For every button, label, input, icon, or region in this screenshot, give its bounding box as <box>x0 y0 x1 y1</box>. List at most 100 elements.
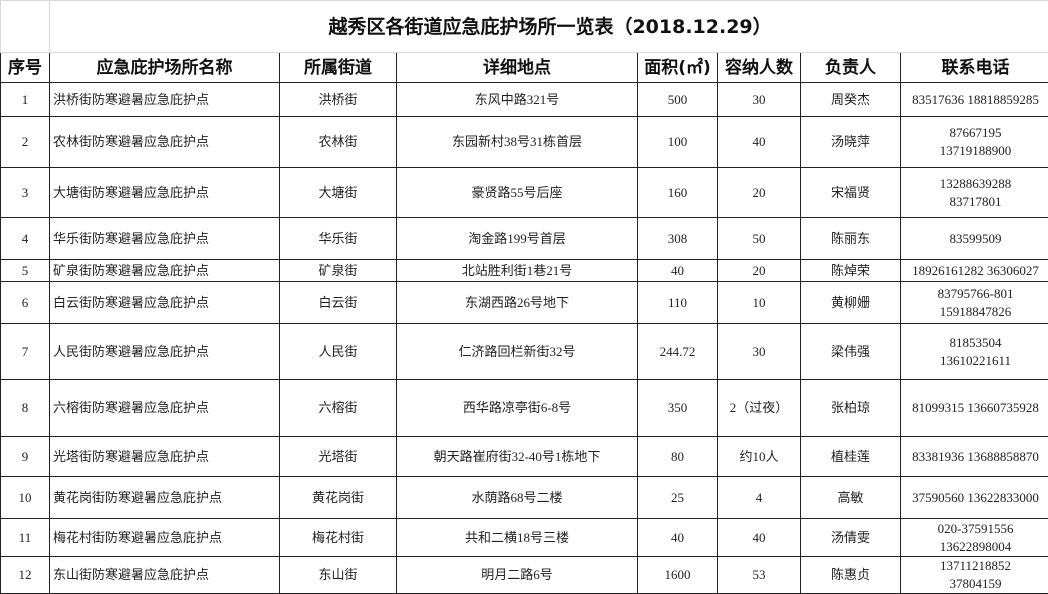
cell-street: 农林街 <box>280 117 397 168</box>
cell-phone: 81099315 13660735928 <box>901 380 1048 437</box>
cell-contact-person: 周癸杰 <box>801 83 901 117</box>
cell-capacity: 2（过夜） <box>718 380 801 437</box>
header-area: 面积(㎡) <box>638 53 718 83</box>
header-index: 序号 <box>1 53 50 83</box>
cell-phone: 13288639288 83717801 <box>901 168 1048 218</box>
cell-capacity: 10 <box>718 282 801 324</box>
cell-street: 六榕街 <box>280 380 397 437</box>
cell-shelter-name: 六榕街防寒避暑应急庇护点 <box>50 380 280 437</box>
cell-phone: 83517636 18818859285 <box>901 83 1048 117</box>
cell-index: 1 <box>1 83 50 117</box>
cell-index: 8 <box>1 380 50 437</box>
cell-index: 10 <box>1 477 50 519</box>
cell-capacity: 53 <box>718 557 801 594</box>
cell-shelter-name: 白云街防寒避暑应急庇护点 <box>50 282 280 324</box>
cell-address: 共和二横18号三楼 <box>397 519 638 557</box>
cell-shelter-name: 洪桥街防寒避暑应急庇护点 <box>50 83 280 117</box>
cell-street: 大塘街 <box>280 168 397 218</box>
cell-index: 4 <box>1 218 50 260</box>
cell-contact-person: 张柏琼 <box>801 380 901 437</box>
cell-shelter-name: 黄花岗街防寒避暑应急庇护点 <box>50 477 280 519</box>
cell-street: 矿泉街 <box>280 260 397 282</box>
header-row: 序号应急庇护场所名称所属街道详细地点面积(㎡)容纳人数负责人联系电话 <box>1 53 1048 83</box>
cell-index: 12 <box>1 557 50 594</box>
table-title: 越秀区各街道应急庇护场所一览表（2018.12.29） <box>50 1 1048 53</box>
cell-address: 朝天路崔府街32-40号1栋地下 <box>397 437 638 477</box>
cell-area: 1600 <box>638 557 718 594</box>
cell-area: 110 <box>638 282 718 324</box>
cell-address: 东园新村38号31栋首层 <box>397 117 638 168</box>
cell-index: 7 <box>1 324 50 380</box>
cell-index: 3 <box>1 168 50 218</box>
cell-contact-person: 汤晓萍 <box>801 117 901 168</box>
cell-area: 244.72 <box>638 324 718 380</box>
cell-contact-person: 宋福贤 <box>801 168 901 218</box>
cell-address: 淘金路199号首层 <box>397 218 638 260</box>
cell-capacity: 40 <box>718 117 801 168</box>
cell-street: 黄花岗街 <box>280 477 397 519</box>
cell-capacity: 20 <box>718 260 801 282</box>
cell-capacity: 40 <box>718 519 801 557</box>
cell-phone: 37590560 13622833000 <box>901 477 1048 519</box>
cell-shelter-name: 梅花村街防寒避暑应急庇护点 <box>50 519 280 557</box>
cell-area: 500 <box>638 83 718 117</box>
cell-contact-person: 高敏 <box>801 477 901 519</box>
cell-phone: 18926161282 36306027 <box>901 260 1048 282</box>
cell-capacity: 30 <box>718 83 801 117</box>
cell-area: 100 <box>638 117 718 168</box>
cell-address: 东湖西路26号地下 <box>397 282 638 324</box>
cell-shelter-name: 农林街防寒避暑应急庇护点 <box>50 117 280 168</box>
cell-street: 光塔街 <box>280 437 397 477</box>
cell-contact-person: 植桂莲 <box>801 437 901 477</box>
cell-index: 9 <box>1 437 50 477</box>
cell-capacity: 20 <box>718 168 801 218</box>
cell-area: 80 <box>638 437 718 477</box>
cell-capacity: 约10人 <box>718 437 801 477</box>
title-row: 越秀区各街道应急庇护场所一览表（2018.12.29） <box>1 1 1048 53</box>
header-capacity: 容纳人数 <box>718 53 801 83</box>
cell-capacity: 30 <box>718 324 801 380</box>
cell-shelter-name: 大塘街防寒避暑应急庇护点 <box>50 168 280 218</box>
corner-cell <box>1 1 50 53</box>
cell-address: 东风中路321号 <box>397 83 638 117</box>
cell-phone: 13711218852 37804159 <box>901 557 1048 594</box>
cell-shelter-name: 华乐街防寒避暑应急庇护点 <box>50 218 280 260</box>
cell-phone: 83381936 13688858870 <box>901 437 1048 477</box>
cell-street: 洪桥街 <box>280 83 397 117</box>
cell-area: 40 <box>638 519 718 557</box>
cell-contact-person: 汤倩雯 <box>801 519 901 557</box>
cell-contact-person: 黄柳姗 <box>801 282 901 324</box>
cell-phone: 87667195 13719188900 <box>901 117 1048 168</box>
cell-contact-person: 陈丽东 <box>801 218 901 260</box>
cell-address: 仁济路回栏新街32号 <box>397 324 638 380</box>
cell-area: 40 <box>638 260 718 282</box>
header-address: 详细地点 <box>397 53 638 83</box>
cell-area: 25 <box>638 477 718 519</box>
cell-street: 华乐街 <box>280 218 397 260</box>
cell-contact-person: 陈焯荣 <box>801 260 901 282</box>
cell-capacity: 50 <box>718 218 801 260</box>
cell-phone: 83795766-801 15918847826 <box>901 282 1048 324</box>
cell-address: 水荫路68号二楼 <box>397 477 638 519</box>
header-shelter-name: 应急庇护场所名称 <box>50 53 280 83</box>
cell-phone: 81853504 13610221611 <box>901 324 1048 380</box>
cell-phone: 020-37591556 13622898004 <box>901 519 1048 557</box>
cell-address: 豪贤路55号后座 <box>397 168 638 218</box>
cell-address: 明月二路6号 <box>397 557 638 594</box>
cell-area: 350 <box>638 380 718 437</box>
header-contact-person: 负责人 <box>801 53 901 83</box>
cell-capacity: 4 <box>718 477 801 519</box>
cell-address: 北站胜利街1巷21号 <box>397 260 638 282</box>
